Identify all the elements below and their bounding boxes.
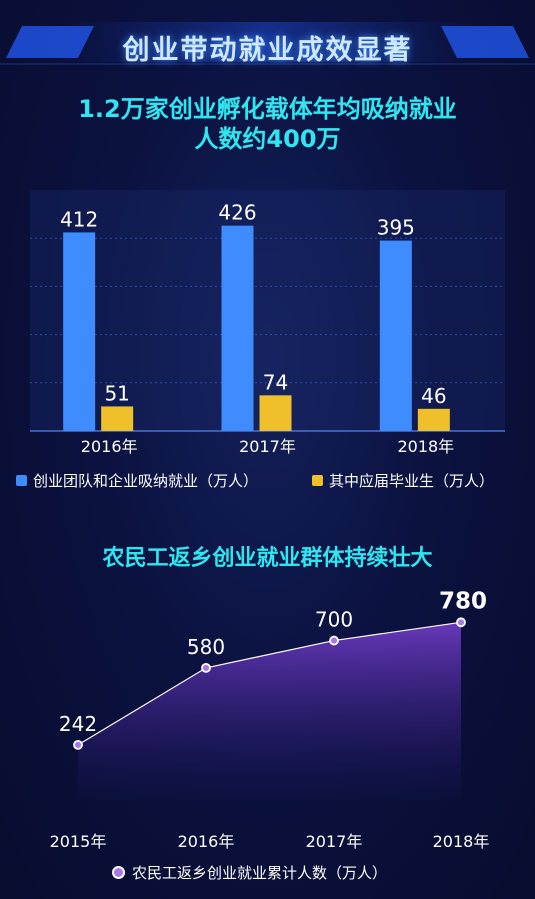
area-fill: [78, 622, 461, 800]
series-line: [77, 621, 462, 746]
bar: [379, 240, 412, 431]
banner-decoration: [0, 22, 535, 65]
legend-item-3: 农民工返乡创业就业累计人数（万人）: [112, 862, 387, 883]
legend-marker: [112, 866, 125, 879]
chart1-title-line1: 1.2万家创业孵化载体年均吸纳就业: [78, 95, 457, 123]
legend-item-1: 创业团队和企业吸纳就业（万人）: [16, 470, 258, 491]
x-tick-label: 2018年: [397, 437, 454, 456]
legend-swatch-blue: [16, 475, 27, 486]
chart1-title-line2: 人数约400万: [194, 125, 341, 153]
x-tick-label: 2017年: [306, 832, 363, 851]
x-tick-label: 2016年: [81, 437, 138, 456]
data-label: 46: [421, 384, 446, 408]
x-tick-label: 2015年: [50, 832, 107, 851]
data-label: 700: [315, 608, 353, 632]
legend-swatch-yellow: [312, 475, 323, 486]
x-tick-label: 2016年: [178, 832, 235, 851]
chart2-title: 农民工返乡创业就业群体持续壮大: [102, 546, 433, 571]
legend-label-3: 农民工返乡创业就业累计人数（万人）: [132, 864, 388, 882]
plot-area: [30, 190, 505, 431]
area-chart: 242 2015年 580 2016年 700 2017年 780 2018年: [50, 588, 490, 851]
data-point: [73, 739, 83, 750]
legend-item-2: 其中应届毕业生（万人）: [312, 470, 494, 491]
data-label: 580: [187, 635, 225, 659]
data-label: 242: [59, 712, 97, 736]
chart1-title: 1.2万家创业孵化载体年均吸纳就业 人数约400万: [0, 94, 535, 154]
legend-label-2: 其中应届毕业生（万人）: [329, 472, 495, 490]
data-point: [456, 617, 466, 628]
data-label: 412: [60, 207, 98, 231]
data-point: [201, 662, 211, 673]
bar-chart: 412 51 2016年 426 74 2017年 395 46 2018年: [30, 190, 505, 456]
data-label: 74: [263, 370, 288, 394]
data-label: 780: [439, 588, 487, 614]
data-label: 395: [377, 216, 415, 240]
data-label: 426: [218, 201, 256, 225]
banner-title: 创业带动就业成效显著: [122, 35, 413, 66]
x-tick-label: 2018年: [433, 832, 490, 851]
bar: [417, 408, 450, 431]
x-tick-label: 2017年: [239, 437, 296, 456]
bar: [259, 395, 292, 431]
data-label: 51: [104, 381, 129, 405]
legend-label-1: 创业团队和企业吸纳就业（万人）: [33, 472, 259, 490]
data-point: [329, 635, 339, 646]
bar: [63, 232, 96, 431]
bar: [101, 406, 134, 431]
bar: [221, 225, 254, 431]
